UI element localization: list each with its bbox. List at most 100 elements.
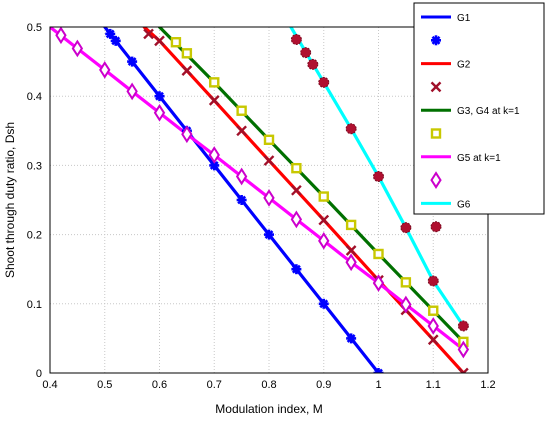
data-point-diamond	[235, 167, 248, 186]
marker-shape	[345, 219, 357, 231]
data-point-asterisk	[154, 91, 165, 102]
data-point-diamond	[263, 189, 275, 207]
data-point-square	[345, 219, 357, 231]
data-point-asterisk	[209, 160, 220, 171]
data-point-asterisk	[318, 298, 329, 309]
marker-core	[239, 197, 245, 203]
data-point-x	[143, 28, 154, 40]
marker-shape	[126, 82, 138, 101]
data-point-diamond	[427, 317, 439, 335]
marker-edge	[427, 275, 439, 287]
marker-stroke	[143, 28, 154, 40]
data-point-asterisk	[105, 28, 116, 39]
data-point-x	[318, 214, 330, 226]
data-point-diamond	[400, 295, 412, 314]
marker-shape	[235, 167, 248, 186]
data-point-square	[263, 134, 275, 145]
marker-stroke	[236, 125, 247, 137]
data-point-square	[400, 277, 412, 288]
data-point-square	[291, 162, 302, 174]
data-point-diamond	[99, 61, 111, 79]
y-tick-label: 0	[36, 368, 42, 380]
data-point-octagon	[300, 47, 312, 59]
data-point-square	[428, 305, 439, 316]
y-tick-label: 0.4	[27, 91, 42, 103]
x-tick-label: 1	[375, 379, 381, 391]
data-point-square	[236, 105, 247, 116]
marker-core	[433, 37, 439, 43]
marker-shape	[346, 123, 357, 134]
marker-shape	[428, 305, 439, 316]
marker-core	[107, 31, 113, 37]
x-tick-label: 0.8	[261, 379, 276, 391]
data-point-diamond	[457, 340, 470, 359]
data-point-x	[208, 95, 220, 106]
data-point-octagon	[373, 170, 384, 182]
marker-core	[321, 301, 327, 307]
legend: G1 G2 G3, G4 at k=1 G5 at k=1 G6	[413, 2, 545, 233]
y-tick-label: 0.1	[27, 299, 42, 311]
legend-entry-label: G1	[457, 13, 471, 24]
data-point-diamond	[71, 39, 84, 58]
marker-shape	[400, 222, 411, 233]
y-tick-label: 0.5	[27, 22, 42, 34]
data-point-asterisk	[264, 229, 274, 240]
series-layer	[50, 27, 470, 373]
data-point-octagon	[307, 58, 319, 70]
marker-shape	[181, 125, 193, 144]
data-point-square	[170, 37, 182, 48]
marker-stroke	[181, 65, 193, 76]
x-tick-label: 0.9	[316, 379, 331, 391]
marker-stroke	[318, 214, 330, 226]
marker-shape	[170, 37, 182, 48]
data-point-octagon	[345, 123, 357, 135]
marker-shape	[55, 27, 67, 45]
data-point-diamond	[181, 125, 193, 144]
data-point-diamond	[372, 274, 385, 292]
marker-shape	[291, 162, 302, 174]
marker-shape	[318, 231, 330, 250]
data-point-x	[291, 184, 302, 196]
data-point-octagon	[290, 33, 302, 45]
marker-shape	[291, 34, 302, 45]
marker-edge	[373, 170, 384, 182]
x-tick-label: 0.4	[42, 379, 57, 391]
marker-stroke	[291, 184, 302, 196]
y-axis-label: Shoot through duty ratio, Dsh	[3, 122, 17, 278]
legend-marker-swatch	[430, 81, 442, 93]
x-tick-label: 1.2	[480, 379, 495, 391]
data-point-asterisk	[291, 264, 302, 275]
legend-marker-swatch	[430, 128, 442, 139]
marker-stroke	[263, 155, 275, 166]
data-point-square	[318, 191, 329, 202]
legend-entry-label: G6	[457, 199, 471, 210]
marker-edge	[300, 47, 312, 59]
marker-shape	[372, 274, 385, 292]
marker-shape	[318, 77, 329, 88]
marker-shape	[318, 191, 329, 202]
series-line-g5-at-k-1	[50, 27, 465, 352]
marker-shape	[400, 295, 412, 314]
data-point-octagon	[400, 222, 412, 234]
data-point-square	[209, 77, 220, 88]
marker-core	[376, 370, 381, 373]
marker-core	[293, 266, 299, 272]
legend-marker-swatch	[430, 171, 442, 189]
marker-shape	[71, 39, 84, 58]
data-point-x	[427, 334, 439, 346]
marker-shape	[430, 171, 442, 189]
data-point-asterisk	[373, 368, 384, 373]
marker-shape	[290, 210, 303, 229]
x-tick-label: 0.7	[207, 379, 222, 391]
data-point-asterisk	[346, 333, 357, 344]
marker-edge	[430, 221, 442, 233]
legend-entry-label: G2	[457, 60, 471, 71]
y-tick-label: 0.3	[27, 160, 42, 172]
data-point-diamond	[345, 253, 357, 272]
marker-shape	[430, 128, 442, 139]
marker-edge	[400, 222, 412, 234]
marker-stroke	[427, 334, 439, 346]
legend-marker-swatch	[431, 35, 441, 46]
data-point-diamond	[318, 231, 330, 250]
